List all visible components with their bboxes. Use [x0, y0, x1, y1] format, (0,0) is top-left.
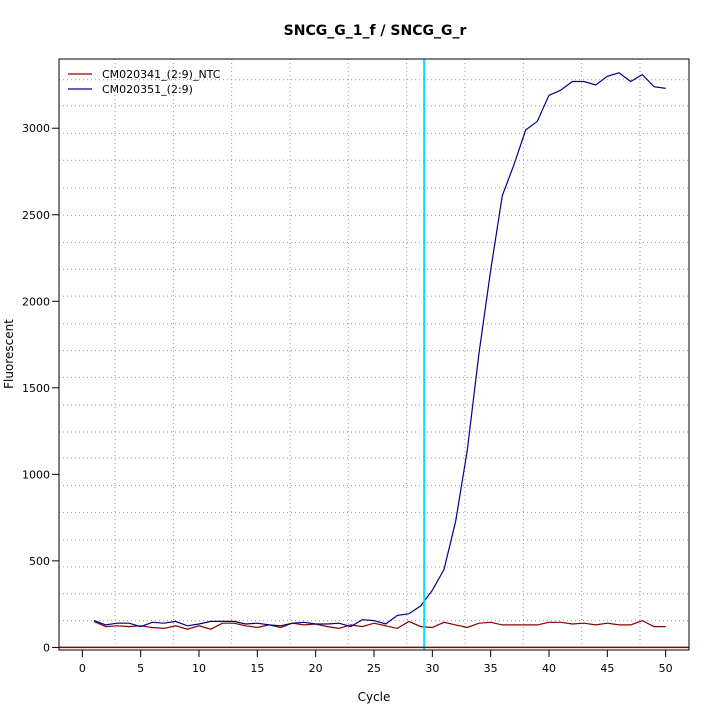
y-axis-label: Fluorescent — [2, 319, 16, 389]
x-tick-label: 40 — [542, 662, 556, 675]
y-tick-label: 2000 — [22, 295, 50, 308]
x-tick-label: 35 — [484, 662, 498, 675]
x-tick-label: 50 — [659, 662, 673, 675]
y-tick-label: 3000 — [22, 122, 50, 135]
series-line-0 — [93, 619, 666, 630]
x-tick-label: 30 — [425, 662, 439, 675]
chart-title: SNCG_G_1_f / SNCG_G_r — [284, 23, 467, 39]
y-tick-label: 1000 — [22, 468, 50, 481]
x-tick-label: 10 — [192, 662, 206, 675]
x-tick-label: 0 — [79, 662, 86, 675]
legend-label-1: CM020351_(2:9) — [102, 83, 193, 96]
x-tick-label: 45 — [600, 662, 614, 675]
y-tick-label: 0 — [43, 641, 50, 654]
x-axis-label: Cycle — [358, 690, 391, 704]
grid — [59, 59, 689, 650]
axes: 0 5 10 15 20 25 30 35 40 45 5005001000150020002500… — [22, 122, 673, 675]
x-tick-label: 15 — [250, 662, 264, 675]
legend: CM020341_(2:9)_NTC CM020351_(2:9) — [68, 68, 221, 96]
series-layer — [93, 72, 666, 630]
x-tick-label: 20 — [309, 662, 323, 675]
y-tick-label: 500 — [29, 555, 50, 568]
plot-frame — [58, 58, 690, 651]
x-tick-label: 5 — [137, 662, 144, 675]
y-tick-label: 1500 — [22, 382, 50, 395]
series-line-1 — [93, 72, 666, 628]
reference-lines — [59, 59, 689, 650]
legend-label-0: CM020341_(2:9)_NTC — [102, 68, 221, 81]
x-tick-label: 25 — [367, 662, 381, 675]
y-tick-label: 2500 — [22, 209, 50, 222]
